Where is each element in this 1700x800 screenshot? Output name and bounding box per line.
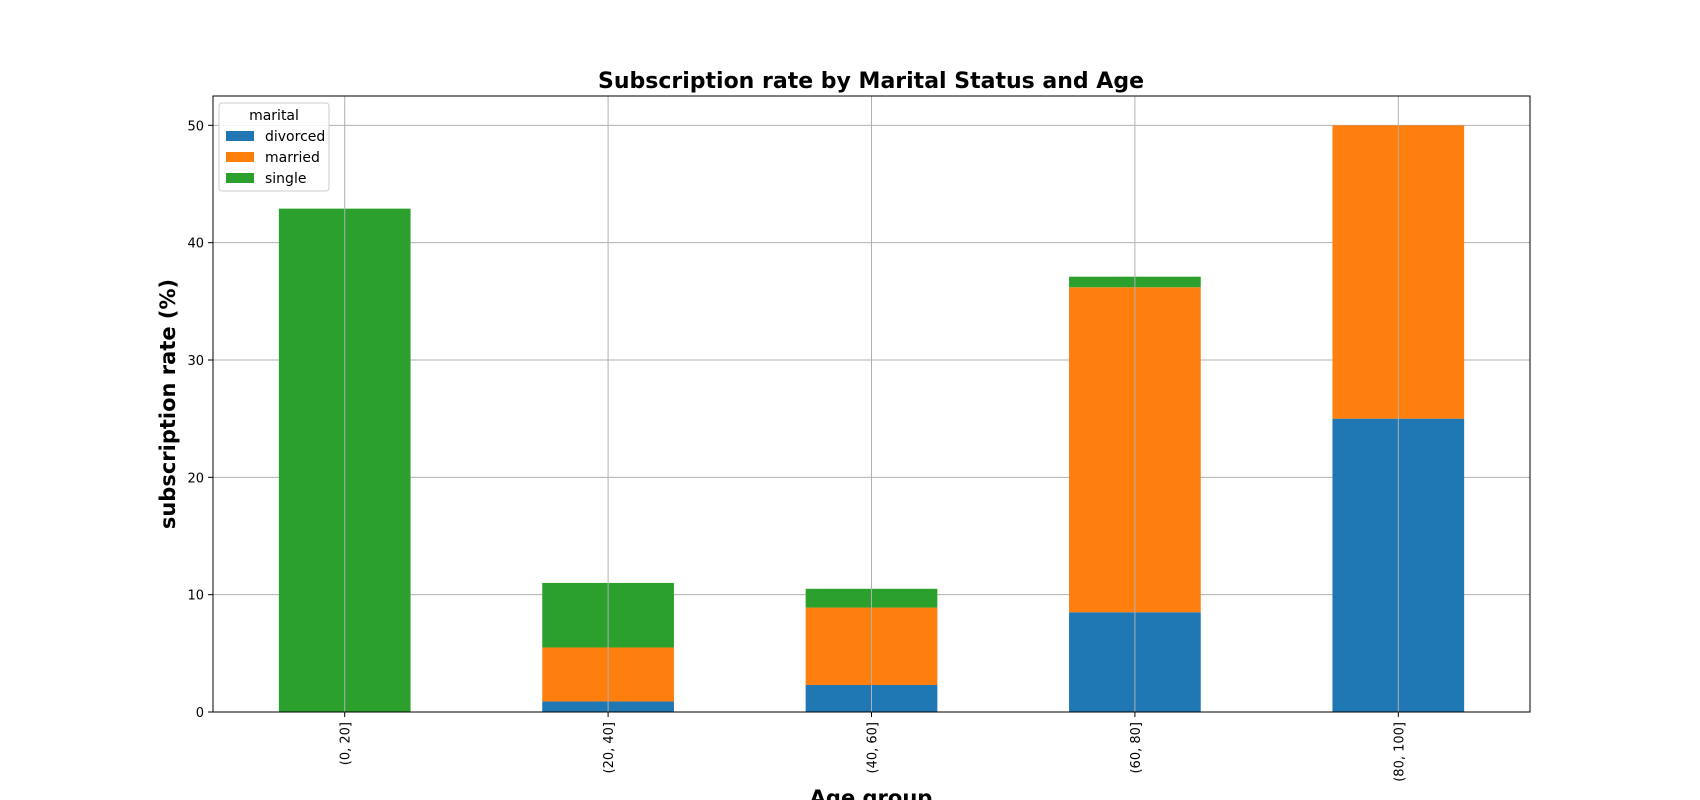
legend-swatch-divorced [226,131,254,141]
legend-title: marital [249,108,299,124]
legend-swatch-married [226,152,254,162]
legend-swatch-single [226,173,254,183]
legend-label-divorced: divorced [265,129,325,145]
x-grid-lines [344,96,1399,712]
y-tick-label: 20 [187,471,204,486]
legend: marital divorced married single [218,102,330,192]
legend-label-married: married [265,150,320,166]
y-tick-label: 40 [187,237,204,252]
y-axis-ticks: 0 10 20 30 40 50 [187,119,213,721]
x-tick-label: (0, 20] [339,722,354,765]
x-tick-label: (40, 60] [866,722,881,774]
x-tick-label: (60, 80] [1129,722,1144,774]
legend-items: divorced married single [226,129,325,187]
y-tick-label: 0 [196,706,204,721]
chart-title: Subscription rate by Marital Status and … [598,69,1144,94]
y-tick-label: 30 [187,354,204,369]
y-tick-label: 50 [187,119,204,134]
y-axis-label: subscription rate (%) [156,279,180,529]
x-tick-label: (80, 100] [1392,722,1407,782]
y-tick-label: 10 [187,589,204,604]
x-axis-label: Age group [810,786,933,800]
legend-box [218,102,330,192]
legend-label-single: single [265,171,306,187]
x-axis-ticks: (0, 20] (20, 40] (40, 60] (60, 80] (80, 100] [339,712,1407,782]
x-tick-label: (20, 40] [602,722,617,774]
